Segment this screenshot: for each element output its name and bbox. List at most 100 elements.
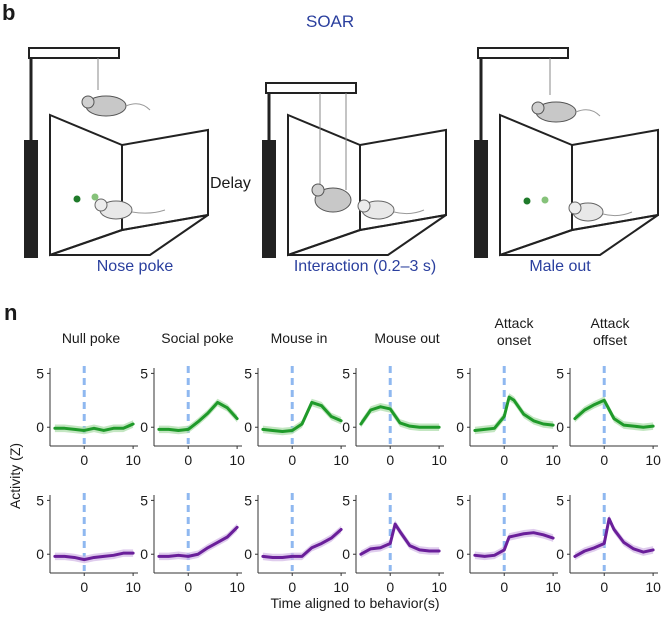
- activity-plot: 0 5 0 10: [456, 365, 561, 468]
- y-tick-label: 0: [556, 546, 564, 562]
- y-tick-label: 5: [140, 492, 148, 508]
- y-tick-label: 0: [342, 546, 350, 562]
- activity-line: [157, 400, 239, 432]
- y-tick-label: 5: [244, 492, 252, 508]
- y-tick-label: 5: [244, 365, 252, 381]
- y-tick-label: 0: [456, 419, 464, 435]
- activity-line: [53, 551, 135, 562]
- caption-male-out: Male out: [529, 258, 591, 275]
- plot-title: Social poke: [161, 330, 234, 346]
- poke-port-icon: [523, 197, 531, 205]
- activity-line: [53, 422, 135, 432]
- poke-port-icon: [91, 193, 99, 201]
- mouse-icon: [357, 199, 425, 220]
- y-tick-label: 0: [244, 546, 252, 562]
- error-band: [574, 514, 654, 561]
- y-tick-label: 5: [456, 365, 464, 381]
- activity-plot: 0 5 0 10: [140, 365, 245, 468]
- plot-title: Null poke: [61, 330, 121, 346]
- y-tick-label: 5: [36, 492, 44, 508]
- activity-line: [573, 517, 655, 558]
- y-tick-label: 0: [342, 419, 350, 435]
- x-tick-label: 10: [125, 452, 141, 468]
- arena-nose-poke: [24, 47, 209, 258]
- activity-line: [359, 405, 441, 429]
- x-tick-label: 10: [431, 452, 447, 468]
- activity-plot: 0 5 0 10: [342, 492, 447, 595]
- activity-plot: 0 5 0 10: [342, 365, 447, 468]
- activity-line: [473, 531, 555, 558]
- y-tick-label: 5: [342, 492, 350, 508]
- x-tick-label: 0: [600, 579, 608, 595]
- delay-label: Delay: [210, 175, 251, 192]
- mouse-hanging-icon: [81, 58, 151, 117]
- activity-line: [261, 527, 343, 559]
- plot-title: Mouse in: [270, 330, 328, 346]
- x-tick-label: 0: [288, 452, 296, 468]
- x-tick-label: 10: [333, 579, 349, 595]
- activity-plot: 0 5 0 10: [140, 492, 245, 595]
- caption-interaction: Interaction (0.2–3 s): [293, 258, 437, 275]
- y-tick-label: 5: [36, 365, 44, 381]
- error-band: [474, 528, 554, 561]
- activity-line: [573, 398, 655, 429]
- y-tick-label: 0: [140, 419, 148, 435]
- y-tick-label: 5: [140, 365, 148, 381]
- error-band: [474, 393, 554, 435]
- y-tick-label: 5: [456, 492, 464, 508]
- y-tick-label: 0: [36, 546, 44, 562]
- activity-plot: 0 5 0 10: [244, 365, 349, 468]
- x-tick-label: 10: [125, 579, 141, 595]
- plot-title: Mouse out: [374, 330, 440, 346]
- arena-interaction: [262, 82, 447, 258]
- panel-b-title: SOAR: [306, 12, 355, 31]
- y-tick-label: 0: [140, 546, 148, 562]
- x-tick-label: 0: [288, 579, 296, 595]
- x-tick-label: 0: [500, 579, 508, 595]
- mouse-hanging-icon: [311, 183, 352, 213]
- x-tick-label: 0: [600, 452, 608, 468]
- error-band: [360, 520, 440, 558]
- activity-plot: 0 5 0 10: [36, 365, 141, 468]
- x-tick-label: 10: [229, 452, 245, 468]
- x-tick-label: 0: [386, 579, 394, 595]
- y-tick-label: 5: [556, 365, 564, 381]
- x-tick-label: 10: [431, 579, 447, 595]
- x-tick-label: 10: [545, 452, 561, 468]
- x-tick-label: 10: [545, 579, 561, 595]
- activity-line: [157, 525, 239, 558]
- x-tick-label: 0: [184, 579, 192, 595]
- activity-line: [359, 522, 441, 556]
- x-tick-label: 0: [80, 579, 88, 595]
- mouse-hanging-icon: [531, 58, 601, 123]
- x-tick-label: 10: [645, 452, 661, 468]
- arena-illustrations: [24, 47, 659, 258]
- y-axis-label: Activity (Z): [7, 443, 23, 509]
- mouse-icon: [568, 201, 633, 222]
- x-tick-label: 0: [184, 452, 192, 468]
- activity-plot: 0 5 0 10: [556, 365, 661, 468]
- x-axis-label: Time aligned to behavior(s): [270, 595, 439, 611]
- x-tick-label: 0: [386, 452, 394, 468]
- caption-nose-poke: Nose poke: [96, 258, 174, 275]
- x-tick-label: 0: [80, 452, 88, 468]
- y-tick-label: 5: [556, 492, 564, 508]
- activity-line: [261, 400, 343, 434]
- panel-b-letter: b: [2, 0, 16, 25]
- mouse-icon: [94, 198, 166, 220]
- activity-plot: 0 5 0 10: [456, 492, 561, 595]
- poke-port-icon: [73, 195, 81, 203]
- panel-n-letter: n: [4, 300, 18, 325]
- activity-plot: 0 5 0 10: [36, 492, 141, 595]
- y-tick-label: 0: [556, 419, 564, 435]
- poke-port-icon: [541, 196, 549, 204]
- x-tick-label: 10: [333, 452, 349, 468]
- y-tick-label: 0: [36, 419, 44, 435]
- activity-plot: 0 5 0 10: [244, 492, 349, 595]
- activity-plot: 0 5 0 10: [556, 492, 661, 595]
- x-tick-label: 0: [500, 452, 508, 468]
- y-tick-label: 0: [244, 419, 252, 435]
- error-band: [360, 403, 440, 431]
- plot-title: Attack onset: [494, 315, 534, 348]
